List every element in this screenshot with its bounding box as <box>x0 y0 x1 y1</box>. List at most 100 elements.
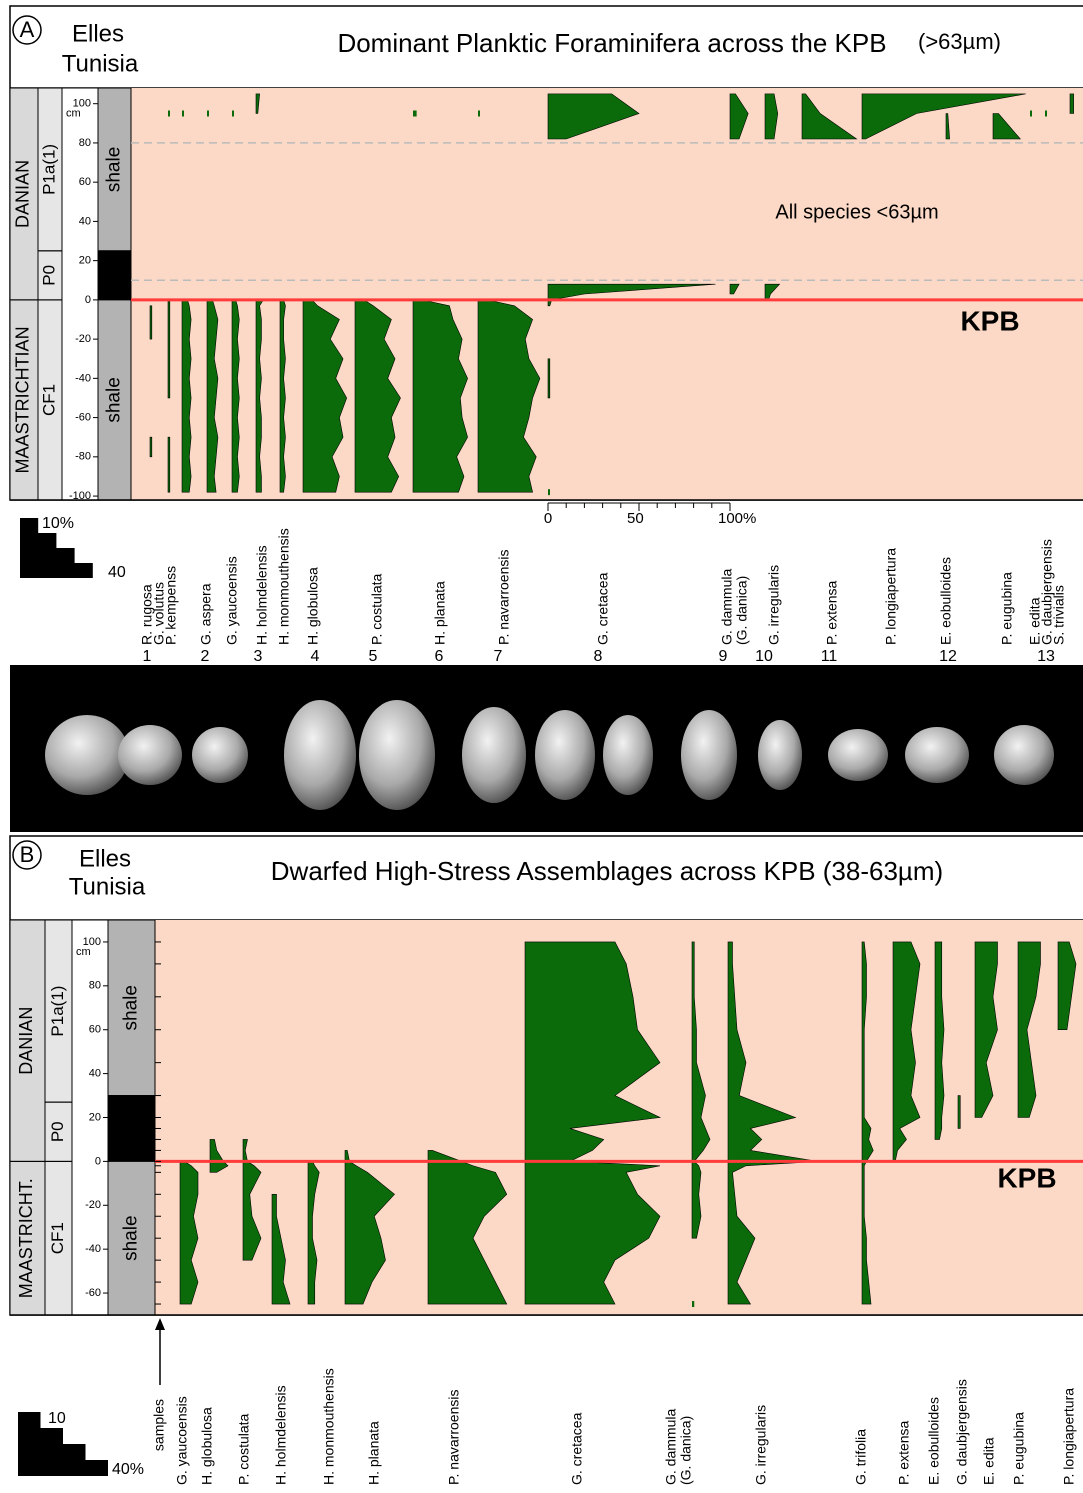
scale-step <box>20 563 93 578</box>
depth-unit: cm <box>66 108 81 120</box>
stage-label: DANIAN <box>13 160 33 228</box>
zone-label: CF1 <box>39 384 58 416</box>
species-label: P. costulata <box>236 1413 252 1485</box>
y-tick-label: 40 <box>79 215 91 227</box>
scale-step <box>20 548 75 563</box>
specimen-number: 9 <box>723 669 731 686</box>
stage-label: MAASTRICHT. <box>16 1178 36 1298</box>
samples-arrowhead <box>155 1318 165 1330</box>
species-label: G. aspera <box>198 583 214 645</box>
species-label: P. navarroensis <box>446 1390 462 1485</box>
specimen-number: 2 <box>164 669 172 686</box>
panel-letter: B <box>20 842 35 867</box>
specimen-image <box>681 710 737 800</box>
plot-background <box>131 88 1083 500</box>
specimen-image <box>905 727 969 783</box>
lithology-label: clay <box>104 258 125 292</box>
site-name: Tunisia <box>62 50 139 77</box>
species-label: E. edita <box>981 1437 997 1485</box>
y-tick-label: 20 <box>79 255 91 267</box>
species-label: H. monmouthensis <box>321 1368 337 1485</box>
group-number: 9 <box>719 648 728 665</box>
y-tick-label: -40 <box>75 372 91 384</box>
abundance-tick <box>478 111 480 117</box>
site-name: Elles <box>72 20 124 47</box>
x-tick-label: 50 <box>627 510 644 527</box>
species-label: P. extensa <box>824 580 840 645</box>
group-number: 1 <box>143 648 152 665</box>
abundance-area <box>548 359 550 398</box>
specimen-number: 11 <box>868 669 884 686</box>
scale-label: 40 <box>108 564 126 581</box>
annotation: All species <63µm <box>775 201 938 223</box>
specimen-number: 6 <box>508 669 516 686</box>
site-name: Tunisia <box>69 873 146 900</box>
group-number: 11 <box>821 648 838 665</box>
species-label: P. navarroensis <box>496 550 512 645</box>
species-label: H. monmouthensis <box>276 528 292 645</box>
species-label: P. extensa <box>896 1420 912 1485</box>
y-tick-label: -20 <box>85 1199 101 1211</box>
group-number: 2 <box>201 648 210 665</box>
specimen-image <box>45 715 129 795</box>
y-tick-label: -40 <box>85 1243 101 1255</box>
stage-label: MAASTRICHTIAN <box>13 326 33 473</box>
y-tick-label: 20 <box>89 1111 101 1123</box>
species-label: P. eugubina <box>1011 1412 1027 1485</box>
specimen-image <box>118 725 182 785</box>
specimen-number: 4 <box>334 669 342 686</box>
species-label: H. holmdelensis <box>254 545 270 645</box>
zone-label: P1a(1) <box>48 986 67 1037</box>
lithology-label: shale <box>121 1215 142 1260</box>
species-label: H. globulosa <box>305 567 321 645</box>
zone-label: P0 <box>39 265 58 286</box>
specimen-number: 12 <box>947 669 964 686</box>
scale-label: 10% <box>42 515 74 532</box>
abundance-tick <box>692 1301 694 1307</box>
species-label: H. planata <box>432 581 448 645</box>
species-label: G. irregularis <box>766 565 782 645</box>
species-label: P. costulata <box>369 573 385 645</box>
abundance-tick <box>1030 111 1032 117</box>
species-label: P. longiapertura <box>883 548 899 645</box>
specimen-image <box>828 729 888 781</box>
group-number: 3 <box>254 648 263 665</box>
specimen-image <box>359 700 435 810</box>
scale-step <box>18 1412 41 1428</box>
scale-step <box>18 1460 108 1476</box>
y-tick-label: 0 <box>85 294 91 306</box>
species-label: G. dammula <box>663 1409 679 1485</box>
abundance-area <box>150 306 152 339</box>
abundance-tick <box>232 111 234 117</box>
species-label: G. dammula <box>719 569 735 645</box>
zone-label: CF1 <box>48 1222 67 1254</box>
abundance-area <box>182 300 191 492</box>
species-note: (G. danica) <box>678 1416 694 1485</box>
species-label: H. holmdelensis <box>273 1385 289 1485</box>
specimen-image <box>535 710 595 800</box>
abundance-area <box>958 1096 960 1129</box>
group-number: 4 <box>311 648 320 665</box>
scale-step <box>20 533 56 548</box>
abundance-area <box>180 1161 198 1304</box>
species-label: P. eugubina <box>999 572 1015 645</box>
species-label: E. eobulloides <box>926 1397 942 1485</box>
species-label: G. yaucoensis <box>224 556 240 645</box>
species-label: G. trifolia <box>853 1429 869 1485</box>
y-tick-label: 0 <box>95 1155 101 1167</box>
panel-title: Dwarfed High-Stress Assemblages across K… <box>271 856 943 886</box>
species-label: G. yaucoensis <box>174 1396 190 1485</box>
abundance-area <box>168 300 170 398</box>
specimen-number: 7 <box>579 669 587 686</box>
abundance-tick <box>413 111 417 117</box>
scale-label: 10 <box>48 1410 66 1427</box>
group-number: 8 <box>594 648 603 665</box>
group-number: 6 <box>435 648 444 665</box>
scale-step <box>18 1444 86 1460</box>
y-tick-label: -20 <box>75 333 91 345</box>
scale-label: 40% <box>112 1461 144 1478</box>
abundance-tick <box>548 489 550 495</box>
species-label: G. cretacea <box>595 572 611 645</box>
panel-title: Dominant Planktic Foraminifera across th… <box>337 28 886 58</box>
depth-unit: cm <box>76 946 91 958</box>
